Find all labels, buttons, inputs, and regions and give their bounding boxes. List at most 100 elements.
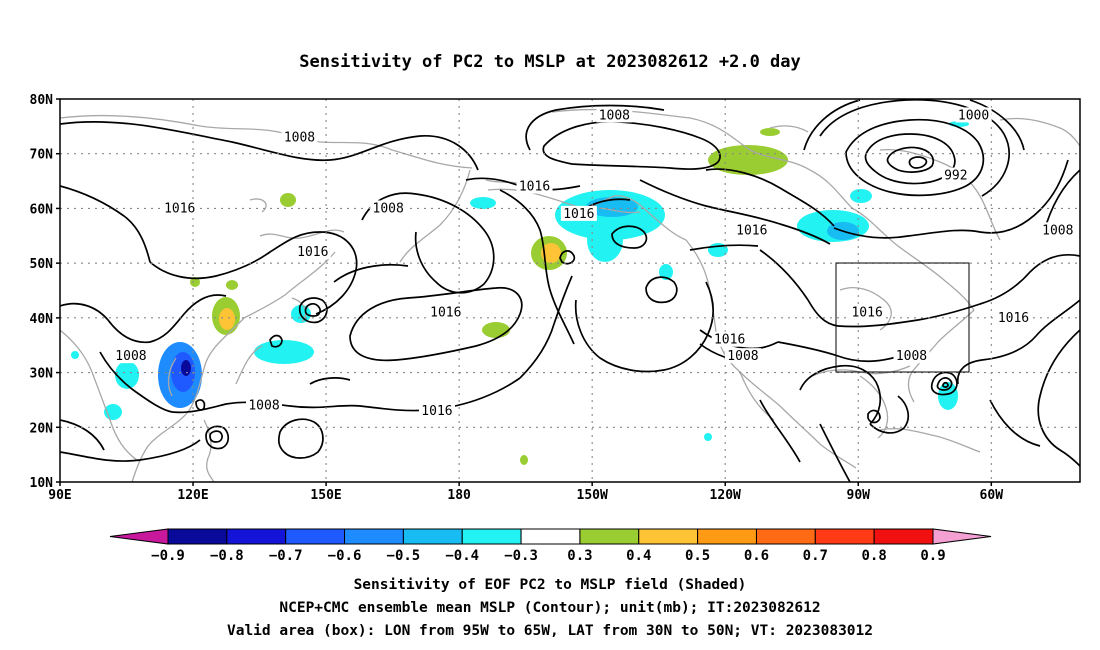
contour-label-bg	[418, 402, 455, 418]
isobar	[705, 168, 835, 227]
colorbar-box	[520, 528, 581, 545]
contour-label-bg	[941, 167, 970, 183]
contour-label: 1008	[727, 349, 758, 364]
isobar	[886, 146, 935, 173]
contour-label-bg	[893, 348, 930, 364]
lat-tick-label: 80N	[30, 93, 54, 108]
isobar	[149, 231, 358, 315]
caption-line-3: Valid area (box): LON from 95W to 65W, L…	[227, 623, 873, 639]
isobar	[639, 179, 831, 245]
contour-label: 1016	[714, 333, 745, 348]
contour-label: 992	[944, 169, 967, 184]
lon-tick-label: 120E	[177, 488, 208, 503]
contour-label: 1016	[430, 305, 461, 320]
contour-label: 1016	[519, 180, 550, 195]
colorbar-label: 0.6	[744, 548, 769, 564]
contour-label-bg	[596, 107, 633, 123]
contour-label-bg	[294, 244, 331, 260]
valid-area-box	[835, 262, 970, 373]
colorbar-label: 0.7	[803, 548, 828, 564]
colorbar: −0.9 −0.8 −0.7 −0.6 −0.5 −0.4 −0.3 0.3 0.4 0.5 0.6…	[109, 528, 992, 564]
isobar	[936, 377, 953, 391]
isobar	[205, 425, 230, 450]
isobar	[867, 409, 881, 424]
shade-patch	[541, 243, 561, 263]
colorbar-label: −0.3	[504, 548, 538, 564]
coastline	[235, 345, 263, 385]
shade-patch	[760, 128, 780, 136]
sensitivity-shading	[71, 121, 969, 465]
colorbar-box	[579, 528, 640, 545]
isobar	[309, 377, 351, 385]
isobar	[60, 121, 421, 162]
contour-label: 1008	[373, 201, 404, 216]
lon-tick-label: 90E	[48, 488, 71, 503]
isobar	[195, 399, 206, 411]
coastline	[811, 365, 911, 377]
colorbar-box	[344, 528, 404, 545]
coastline	[249, 198, 267, 213]
isobar	[645, 276, 678, 304]
isobar	[869, 395, 910, 434]
contour-label: 1000	[958, 108, 989, 123]
isobar	[799, 364, 882, 425]
shade-patch	[470, 197, 496, 209]
isobar	[60, 185, 151, 263]
contour-label-bg	[281, 129, 318, 145]
isobar	[277, 418, 324, 459]
colorbar-label: 0.9	[920, 548, 945, 564]
contour-label-bg	[427, 304, 464, 320]
colorbar-box	[814, 528, 875, 545]
shade-patch	[704, 433, 712, 441]
isobar	[611, 225, 648, 249]
colorbar-label: 0.3	[567, 548, 592, 564]
coastline	[859, 375, 889, 439]
isobar	[298, 297, 328, 324]
colorbar-label: 0.4	[626, 548, 651, 564]
colorbar-label: −0.4	[445, 548, 479, 564]
isobar	[908, 156, 928, 169]
contour-label-bg	[112, 348, 149, 364]
isobar	[304, 302, 321, 317]
isobar	[989, 399, 1041, 447]
coastline	[879, 428, 981, 453]
colorbar-box	[226, 528, 287, 545]
colorbar-box	[285, 528, 346, 545]
shade-patch	[115, 361, 139, 389]
contour-label-bg	[516, 178, 553, 194]
shade-patch	[219, 308, 235, 330]
contour-label: 1016	[998, 311, 1029, 326]
lon-tick-label: 120W	[710, 488, 741, 503]
shade-patch	[482, 322, 510, 338]
colorbar-label: −0.8	[210, 548, 244, 564]
isobar	[99, 351, 173, 413]
isobar	[942, 381, 949, 388]
contour-label: 1008	[1042, 223, 1073, 238]
lat-tick-label: 20N	[30, 421, 54, 436]
colorbar-labels: −0.9 −0.8 −0.7 −0.6 −0.5 −0.4 −0.3 0.3 0.4 0.5 0.6…	[151, 548, 946, 564]
contour-label-bg	[560, 205, 597, 221]
coastline	[259, 229, 345, 239]
isobar	[349, 287, 523, 362]
caption-line-2: NCEP+CMC ensemble mean MSLP (Contour); u…	[279, 600, 820, 616]
coastline	[879, 148, 1001, 241]
contour-label-bg	[995, 309, 1032, 325]
coastline	[60, 329, 141, 463]
lat-tick-label: 40N	[30, 312, 54, 327]
caption-line-1: Sensitivity of EOF PC2 to MSLP field (Sh…	[354, 577, 747, 593]
isobar	[1037, 329, 1080, 467]
isobar	[574, 281, 714, 373]
colorbar-high-arrow	[932, 528, 992, 545]
isobar	[969, 99, 1025, 151]
colorbar-label: −0.6	[328, 548, 362, 564]
isobar	[419, 135, 479, 171]
contour-label-bg	[370, 200, 407, 216]
coastline	[167, 357, 177, 397]
coastline	[839, 286, 892, 331]
isobar	[60, 419, 105, 451]
contour-label-bg	[955, 107, 992, 123]
isobar	[930, 371, 958, 396]
isobar	[361, 192, 495, 294]
contour-label-bg	[246, 397, 282, 413]
contour-label: 1016	[736, 223, 767, 238]
